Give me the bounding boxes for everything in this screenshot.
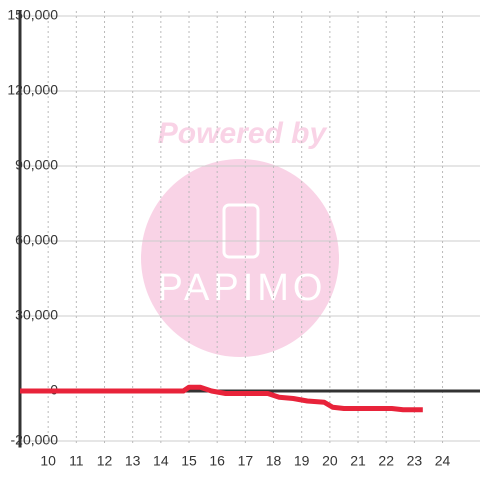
watermark-logo: PAPIMO	[158, 267, 327, 309]
x-tick-label: 18	[266, 453, 282, 469]
x-tick-label: 15	[181, 453, 197, 469]
x-tick-label: 17	[238, 453, 254, 469]
x-tick-label: 10	[40, 453, 56, 469]
x-tick-label: 24	[435, 453, 451, 469]
x-tick-label: 16	[209, 453, 225, 469]
x-tick-label: 20	[322, 453, 338, 469]
y-tick-label: 60,000	[15, 232, 58, 248]
x-tick-label: 14	[153, 453, 169, 469]
x-tick-label: 11	[69, 453, 84, 469]
y-tick-label: -20,000	[11, 432, 59, 448]
x-tick-label: 22	[378, 453, 394, 469]
y-tick-label: 120,000	[7, 82, 58, 98]
watermark-icon	[222, 203, 260, 259]
watermark-text: Powered by	[158, 117, 328, 150]
watermark: Powered by PAPIMO	[141, 117, 339, 357]
y-tick-label: 30,000	[15, 307, 58, 323]
y-tick-label: 150,000	[7, 7, 58, 23]
x-tick-label: 19	[294, 453, 310, 469]
x-tick-label: 12	[97, 453, 113, 469]
x-tick-label: 13	[125, 453, 141, 469]
data-line	[20, 384, 423, 413]
x-tick-label: 21	[350, 453, 366, 469]
y-tick-label: 90,000	[15, 157, 58, 173]
x-tick-label: 23	[407, 453, 423, 469]
